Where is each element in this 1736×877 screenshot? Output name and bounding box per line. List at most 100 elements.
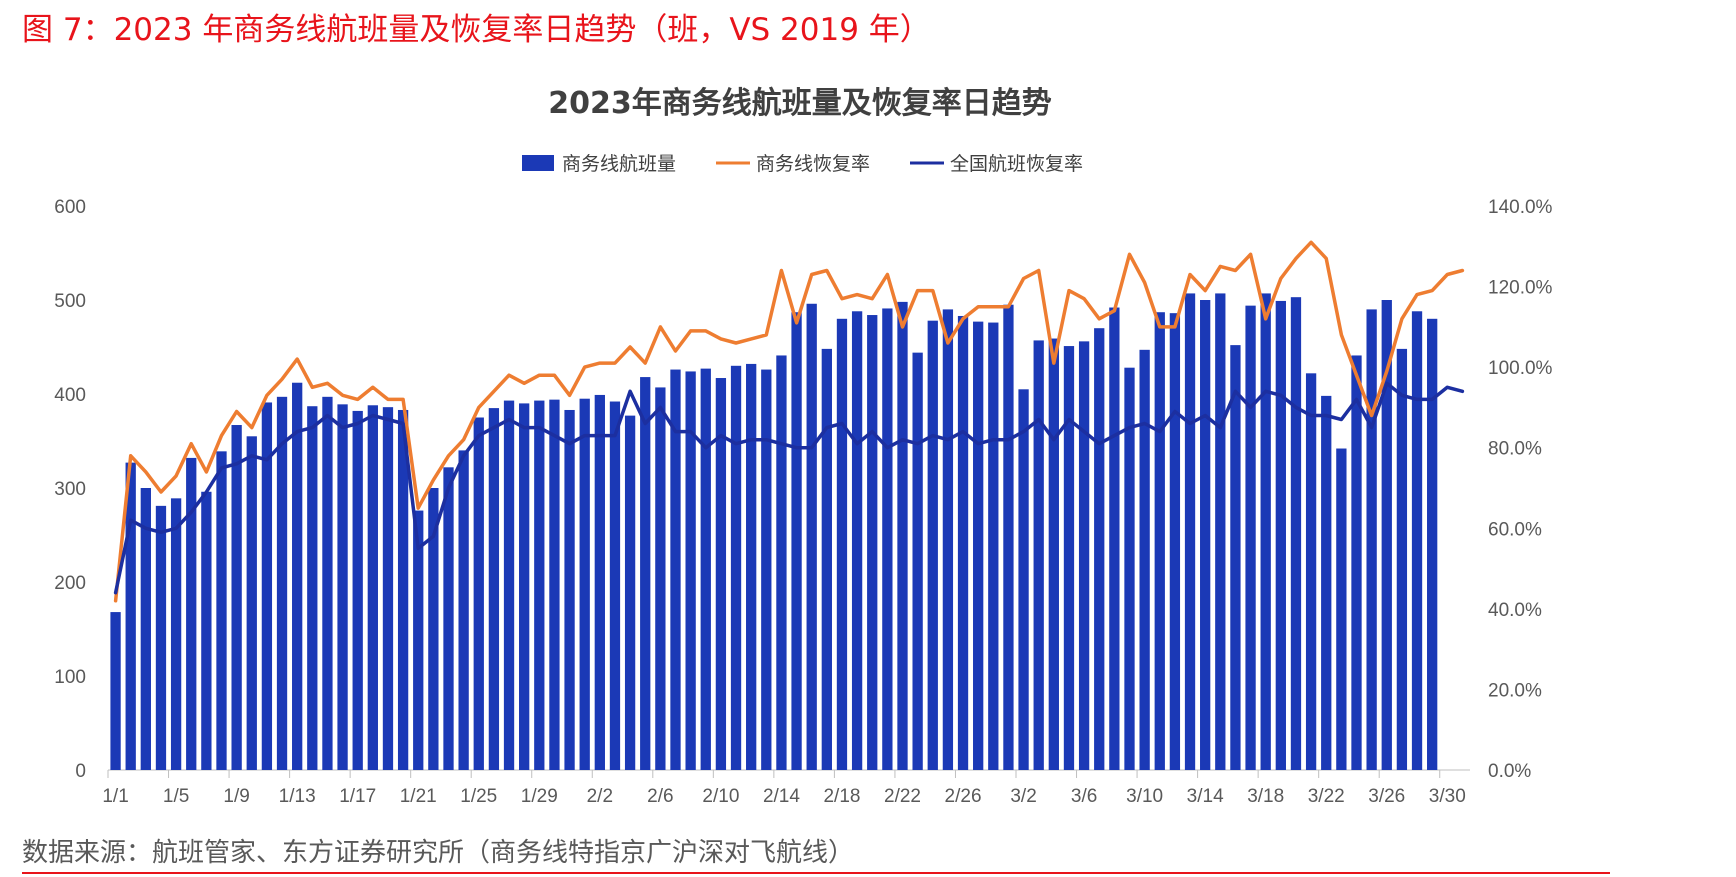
y-left-tick-label: 300 [54, 479, 86, 500]
plot-area: 0 100 200 300 400 500 600 0.0% 20.0% 40.0% 60.0% 80… [54, 197, 1552, 807]
x-tick-label: 3/6 [1071, 786, 1097, 807]
y-right-tick-label: 80.0% [1488, 439, 1542, 460]
bar [912, 352, 923, 770]
y-right-tick-label: 100.0% [1488, 358, 1553, 379]
legend-label-navy: 全国航班恢复率 [950, 153, 1083, 175]
bar [791, 312, 802, 770]
bar [957, 315, 969, 770]
bottom-divider [22, 872, 1610, 874]
bar [428, 488, 439, 770]
bar [397, 409, 409, 770]
bar [1336, 448, 1347, 770]
bar [594, 394, 605, 770]
bar [216, 451, 227, 770]
y-left-tick-label: 400 [54, 385, 86, 406]
x-tick-label: 1/9 [223, 786, 249, 807]
bar [1427, 318, 1438, 770]
bar [519, 403, 530, 770]
bar [1351, 355, 1362, 770]
y-right-tick-label: 40.0% [1488, 600, 1542, 621]
bar [261, 402, 273, 770]
bar [140, 488, 151, 770]
bar [609, 401, 621, 770]
bar [503, 400, 515, 770]
bar [685, 371, 696, 770]
y-left-tick-label: 100 [54, 667, 86, 688]
bar [867, 315, 878, 770]
bar [367, 405, 378, 770]
orange-line [113, 240, 1465, 603]
x-tick-label: 3/14 [1187, 786, 1224, 807]
bar [1124, 367, 1135, 770]
bar [1003, 304, 1014, 770]
bar [776, 355, 787, 770]
y-right-tick-label: 140.0% [1488, 197, 1553, 218]
bar [1321, 395, 1332, 770]
bar [1048, 338, 1059, 770]
bar [1139, 349, 1150, 770]
bar [640, 377, 651, 770]
x-tick-label: 1/1 [102, 786, 128, 807]
x-tick-label: 1/5 [163, 786, 189, 807]
bar [534, 400, 545, 770]
y-right-tick-label: 60.0% [1488, 519, 1542, 540]
bar [988, 322, 999, 770]
bar [443, 467, 454, 770]
bar [292, 382, 303, 770]
bar [246, 436, 257, 770]
x-tick-label: 3/26 [1368, 786, 1405, 807]
bar [1230, 345, 1241, 770]
bar [882, 308, 893, 770]
x-tick-label: 2/2 [587, 786, 613, 807]
bar [1154, 312, 1165, 770]
bar [1260, 293, 1271, 770]
bar [836, 318, 848, 770]
bar [1305, 373, 1317, 770]
bar [1396, 348, 1408, 770]
x-tick-label: 3/10 [1126, 786, 1163, 807]
bar [1215, 293, 1226, 770]
y-left-tick-label: 600 [54, 197, 86, 218]
bar [276, 396, 288, 770]
bar [700, 368, 711, 770]
bar [413, 510, 424, 770]
bar [1184, 293, 1196, 770]
x-tick-label: 1/25 [460, 786, 497, 807]
x-tick-label: 2/6 [647, 786, 673, 807]
x-tick-label: 3/22 [1308, 786, 1345, 807]
x-tick-label: 2/26 [945, 786, 982, 807]
x-tick-label: 2/14 [763, 786, 800, 807]
legend-label-orange: 商务线恢复率 [756, 153, 870, 175]
x-tick-label: 1/21 [400, 786, 437, 807]
bar [973, 321, 984, 770]
bar [806, 303, 817, 770]
bar [851, 311, 863, 770]
bar [1411, 311, 1423, 770]
y-right-tick-label: 20.0% [1488, 680, 1542, 701]
bar [1078, 341, 1090, 770]
bar [352, 410, 363, 770]
x-tick-label: 1/17 [339, 786, 376, 807]
x-tick-label: 1/29 [521, 786, 558, 807]
legend-label-bar: 商务线航班量 [562, 153, 676, 175]
x-tick-label: 3/2 [1010, 786, 1036, 807]
x-tick-label: 3/18 [1247, 786, 1284, 807]
bar [579, 398, 590, 770]
bar [1290, 297, 1302, 770]
bar [655, 387, 666, 770]
bar [1366, 309, 1377, 770]
bar [564, 409, 575, 770]
bar [746, 363, 757, 770]
bar [473, 417, 484, 770]
y-left-tick-label: 0 [75, 761, 86, 782]
x-tick-label: 2/10 [702, 786, 739, 807]
bar [155, 505, 167, 770]
bar [715, 378, 727, 770]
bar [761, 369, 772, 770]
bar [1381, 300, 1392, 770]
chart-title: 2023年商务线航班量及恢复率日趋势 [548, 86, 1052, 121]
bar [670, 369, 681, 770]
x-tick-label: 3/30 [1429, 786, 1466, 807]
bar [730, 365, 742, 770]
bar [458, 450, 469, 770]
